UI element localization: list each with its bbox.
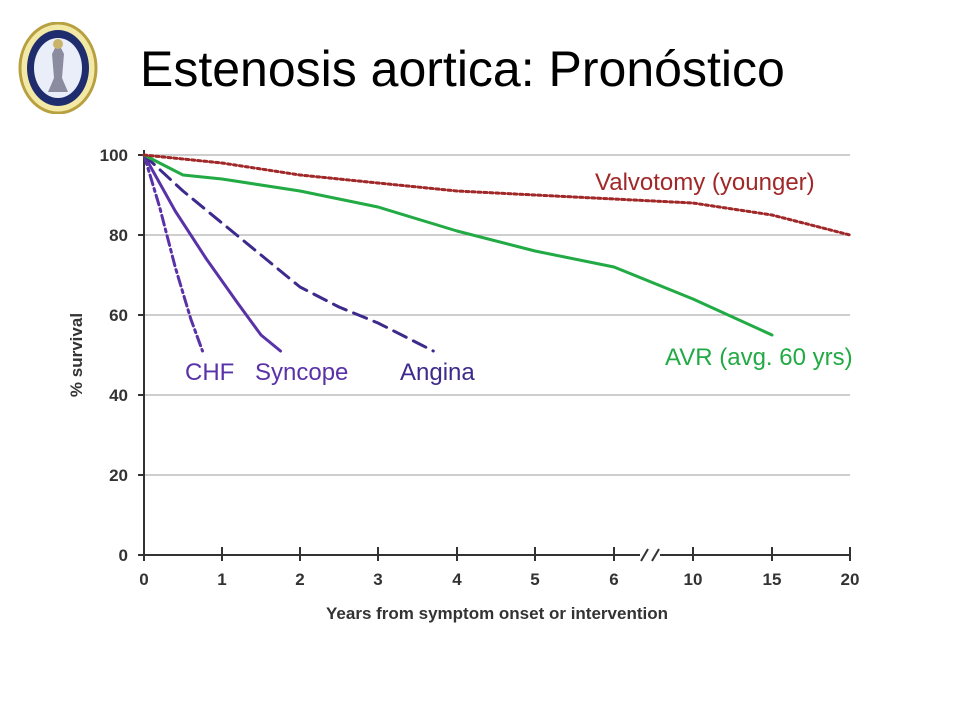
university-seal-logo [12, 21, 104, 119]
axis-break-mark [640, 548, 649, 562]
axis-break-mark [651, 548, 660, 562]
x-axis-ticks: 0 1 2 3 4 5 6 10 15 20 [139, 547, 859, 589]
y-tick-label: 80 [109, 226, 128, 245]
series-labels: CHF Syncope Angina AVR (avg. 60 yrs) Valvoto… [185, 169, 853, 386]
x-tick-label: 15 [763, 570, 782, 589]
series-line-syncope [142, 153, 282, 353]
y-axis-ticks: 0 20 40 60 80 100 [100, 146, 144, 565]
x-axis-title: Years from symptom onset or intervention [326, 604, 668, 623]
x-tick-label: 20 [841, 570, 860, 589]
x-tick-label: 3 [373, 570, 382, 589]
x-tick-label: 5 [530, 570, 539, 589]
axes [143, 150, 850, 562]
series-lines [142, 153, 852, 353]
y-tick-label: 0 [119, 546, 128, 565]
series-line-avr [142, 153, 774, 337]
y-tick-label: 40 [109, 386, 128, 405]
series-label-chf: CHF [185, 359, 234, 386]
x-tick-label: 10 [684, 570, 703, 589]
y-tick-label: 60 [109, 306, 128, 325]
x-tick-label: 6 [609, 570, 618, 589]
series-label-valvotomy: Valvotomy (younger) [595, 169, 815, 196]
y-tick-label: 20 [109, 466, 128, 485]
y-tick-label: 100 [100, 146, 128, 165]
series-label-angina: Angina [400, 359, 475, 386]
series-label-syncope: Syncope [255, 359, 348, 386]
slide-title: Estenosis aortica: Pronóstico [140, 41, 785, 97]
y-axis-title: % survival [67, 313, 86, 397]
x-tick-label: 0 [139, 570, 148, 589]
x-tick-label: 2 [295, 570, 304, 589]
series-line-angina [142, 153, 435, 353]
x-tick-label: 1 [217, 570, 226, 589]
series-line-valvotomy [142, 153, 852, 237]
x-tick-label: 4 [452, 570, 462, 589]
series-label-avr: AVR (avg. 60 yrs) [665, 344, 853, 371]
series-line-chf [142, 153, 204, 353]
grid-lines [144, 154, 850, 476]
